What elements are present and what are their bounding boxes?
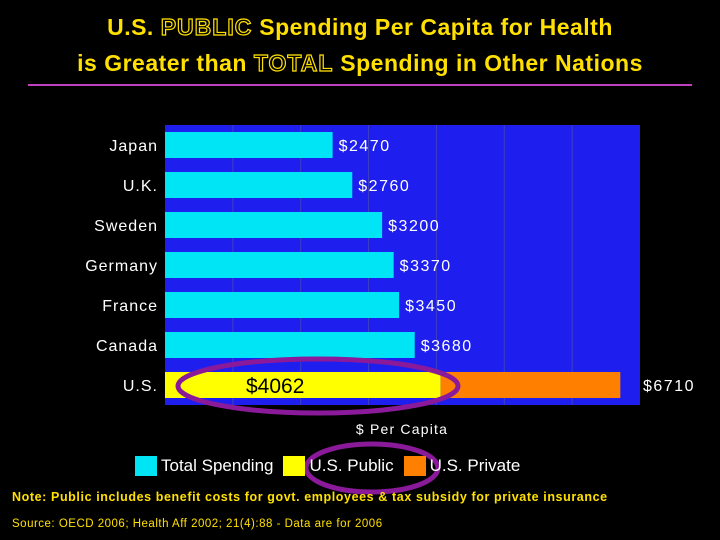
chart-title-line-1: U.S. PUBLIC Spending Per Capita for Heal… xyxy=(0,13,720,41)
data-label-0: $2470 xyxy=(339,138,391,155)
legend-label-us-private: U.S. Private xyxy=(429,456,521,475)
x-axis-label: $ Per Capita xyxy=(356,421,448,437)
data-label-1: $2760 xyxy=(358,178,410,195)
source-citation: Source: OECD 2006; Health Aff 2002; 21(4… xyxy=(12,518,383,530)
title-text: is Greater than xyxy=(77,50,247,76)
bar-total-5 xyxy=(165,332,415,358)
footnote: Note: Public includes benefit costs for … xyxy=(12,490,608,504)
bar-total-1 xyxy=(165,172,353,198)
bar-total-3 xyxy=(165,252,394,278)
bar-us-public xyxy=(165,372,441,398)
category-label-3: Germany xyxy=(85,258,158,275)
category-label-1: U.K. xyxy=(123,178,158,195)
legend-label-us-public: U.S. Public xyxy=(309,456,394,475)
chart-legend: Total Spending U.S. Public U.S. Private xyxy=(135,456,530,476)
title-emphasis-total: TOTAL xyxy=(253,49,334,76)
bar-total-0 xyxy=(165,132,333,158)
highlight-ellipse-legend xyxy=(303,441,441,495)
category-label-5: Canada xyxy=(96,338,158,355)
bar-us-private xyxy=(440,372,621,398)
chart-title-line-2: is Greater than TOTAL Spending in Other … xyxy=(0,49,720,77)
data-label-3: $3370 xyxy=(400,258,452,275)
legend-swatch-us-private xyxy=(403,456,426,476)
highlight-ellipse-us-public xyxy=(175,356,461,416)
data-label-5: $3680 xyxy=(421,338,473,355)
title-emphasis-public: PUBLIC xyxy=(160,13,253,40)
data-label-us-public: $4062 xyxy=(246,375,304,398)
title-divider xyxy=(28,84,692,86)
data-label-4: $3450 xyxy=(405,298,457,315)
legend-swatch-us-public xyxy=(283,456,306,476)
legend-swatch-total xyxy=(135,456,157,476)
legend-item-total: Total Spending xyxy=(135,456,273,476)
category-label-2: Sweden xyxy=(94,218,158,235)
legend-label-total: Total Spending xyxy=(161,456,274,475)
data-label-2: $3200 xyxy=(388,218,440,235)
category-label-6: U.S. xyxy=(123,378,158,395)
data-label-6: $6710 xyxy=(643,378,695,395)
title-text: Spending in Other Nations xyxy=(340,50,643,76)
legend-item-us-private: U.S. Private xyxy=(403,456,521,476)
category-label-0: Japan xyxy=(109,138,158,155)
bar-total-2 xyxy=(165,212,383,238)
category-label-4: France xyxy=(102,298,158,315)
bar-total-4 xyxy=(165,292,400,318)
legend-item-us-public: U.S. Public xyxy=(283,456,394,476)
title-text: Spending Per Capita for Health xyxy=(259,14,613,40)
title-text: U.S. xyxy=(107,14,154,40)
